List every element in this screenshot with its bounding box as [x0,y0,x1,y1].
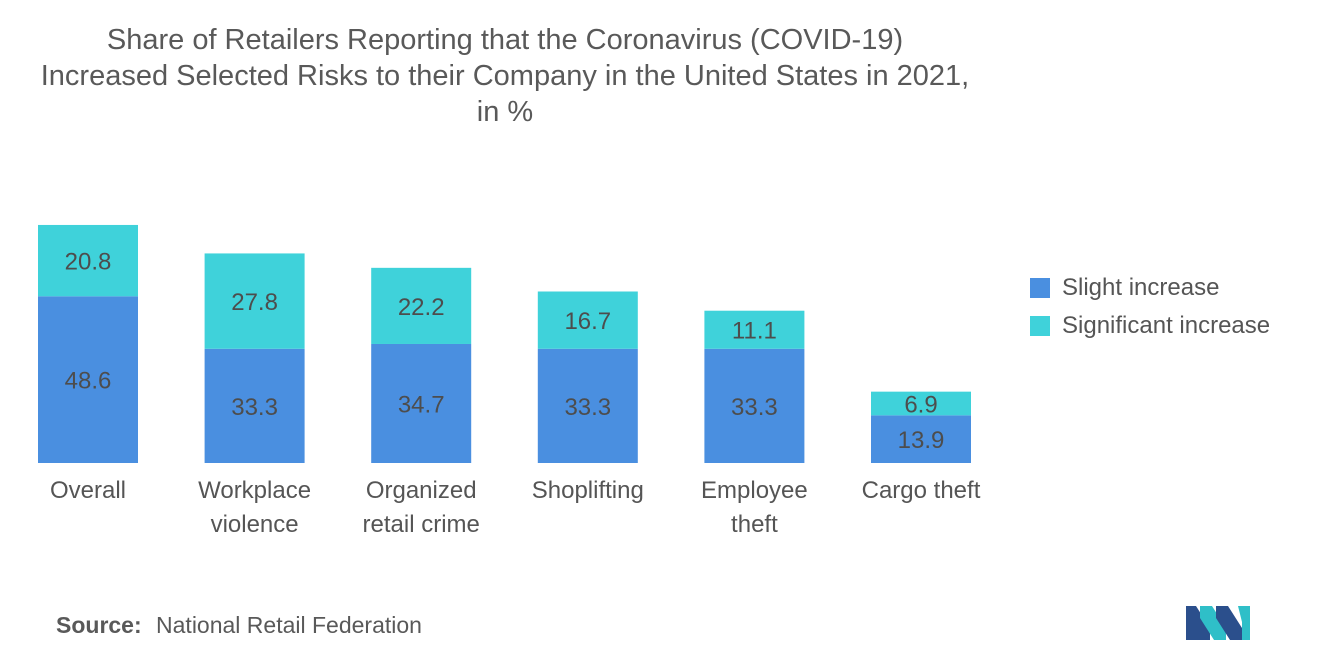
category-label-1-line-1: violence [211,511,299,538]
legend-swatch-significant-increase [1030,316,1050,336]
category-label-1-line-0: Workplace [198,477,311,504]
category-label-4-line-0: Employee [701,477,808,504]
chart-title-line-2: Increased Selected Risks to their Compan… [40,60,970,92]
source-text: National Retail Federation [156,612,422,638]
source-note: Source: National Retail Federation [56,612,422,639]
category-label-0-line-0: Overall [50,477,126,504]
category-label-3-line-0: Shoplifting [532,477,644,504]
bar-significant-5 [871,391,971,416]
bar-slight-2 [371,343,472,463]
bar-slight-1 [204,348,305,463]
data-label-significant-0: 20.8 [65,249,112,276]
legend-swatch-slight-increase [1030,278,1050,298]
bar-slight-0 [38,296,138,463]
data-label-slight-0: 48.6 [65,368,112,395]
data-label-slight-4: 33.3 [731,394,778,421]
data-label-significant-2: 22.2 [398,294,445,321]
legend-label-slight-increase: Slight increase [1062,274,1220,301]
bar-slight-4 [704,348,805,463]
bar-significant-0 [38,224,138,297]
data-label-significant-1: 27.8 [231,289,278,316]
category-label-5-line-0: Cargo theft [862,477,981,504]
bar-significant-2 [371,267,472,344]
chart-title-line-1: Share of Retailers Reporting that the Co… [106,24,904,56]
stacked-bar-chart: 48.6 20.8 Overall 33.3 27.8 Workplace violence… [38,224,981,538]
mordor-intelligence-logo-icon [1186,606,1250,640]
chart-legend: Slight increase Significant increase [1030,274,1270,350]
category-label-2-line-0: Organized [366,477,477,504]
bar-slight-3 [537,348,638,463]
data-label-slight-3: 33.3 [564,394,611,421]
bar-slight-5 [871,415,971,463]
data-label-slight-5: 13.9 [898,427,945,454]
data-label-significant-5: 6.9 [904,391,937,418]
source-label: Source: [56,612,142,638]
data-label-slight-1: 33.3 [231,394,278,421]
chart-title-line-3: in % [476,96,534,128]
data-label-slight-2: 34.7 [398,391,445,418]
legend-label-significant-increase: Significant increase [1062,312,1271,339]
bar-significant-4 [704,310,805,349]
legend-item-significant-increase: Significant increase [1030,312,1270,340]
chart-title: Share of Retailers Reporting that the Co… [0,22,1010,130]
data-label-significant-3: 16.7 [564,308,611,335]
bar-significant-3 [537,291,638,349]
category-label-2-line-1: retail crime [363,511,480,538]
data-label-significant-4: 11.1 [732,318,777,345]
bar-significant-1 [204,253,305,349]
category-label-4-line-1: theft [731,511,778,538]
legend-item-slight-increase: Slight increase [1030,274,1270,302]
